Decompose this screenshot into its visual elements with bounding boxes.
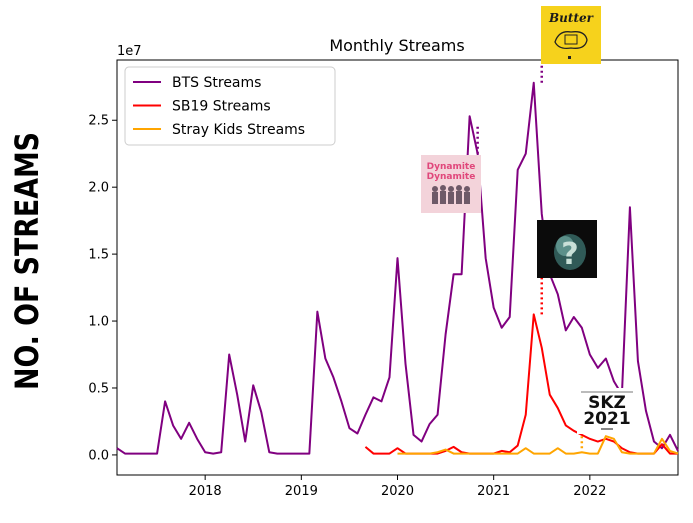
series-line bbox=[116, 81, 679, 455]
y-axis-label: NO. OF STREAMS bbox=[8, 132, 46, 390]
x-tick-label: 2019 bbox=[285, 484, 318, 499]
skz-album-year: 2021 bbox=[583, 409, 630, 429]
series-lines bbox=[116, 81, 679, 455]
y-axis-ticks: 0.0 0.5 1.0 1.5 2.0 2.5 bbox=[88, 114, 117, 463]
y-tick-label: 1.5 bbox=[88, 248, 109, 263]
skz2021-album-cover: SKZ 2021 bbox=[577, 388, 637, 434]
y-tick-label: 2.5 bbox=[88, 114, 109, 129]
butter-album-text: Butter bbox=[548, 11, 595, 25]
legend: BTS Streams SB19 Streams Stray Kids Stream… bbox=[124, 66, 336, 146]
x-tick-label: 2018 bbox=[189, 484, 222, 499]
legend-entry: Stray Kids Streams bbox=[172, 122, 305, 138]
x-axis-ticks: 2018 2019 2020 2021 2022 bbox=[189, 475, 606, 499]
dynamite-album-text: Dynamite bbox=[427, 172, 476, 182]
y-tick-label: 0.0 bbox=[88, 448, 109, 463]
chart-title: Monthly Streams bbox=[329, 36, 464, 55]
sb19-album-symbol: ? bbox=[561, 237, 578, 272]
x-tick-label: 2020 bbox=[381, 484, 414, 499]
legend-box bbox=[124, 66, 336, 146]
sb19-album-cover: ? bbox=[537, 220, 597, 278]
y-tick-label: 2.0 bbox=[88, 181, 109, 196]
series-line bbox=[397, 435, 679, 455]
x-tick-label: 2022 bbox=[573, 484, 606, 499]
skz-album-text: SKZ bbox=[588, 393, 626, 413]
y-tick-label: 1.0 bbox=[88, 315, 109, 330]
y-tick-label: 0.5 bbox=[88, 381, 109, 396]
legend-entry: BTS Streams bbox=[172, 75, 261, 91]
dynamite-album-cover: Dynamite Dynamite bbox=[421, 155, 481, 213]
y-offset-text: 1e7 bbox=[117, 44, 142, 59]
x-tick-label: 2021 bbox=[477, 484, 510, 499]
band-members-image bbox=[432, 185, 470, 204]
album-annotations bbox=[476, 64, 584, 449]
butter-album-cover: Butter bbox=[541, 6, 601, 64]
y-axis-label-text: NO. OF STREAMS bbox=[8, 132, 46, 390]
legend-entry: SB19 Streams bbox=[172, 99, 271, 115]
dynamite-album-text: Dynamite bbox=[427, 162, 476, 172]
butter-bandage-icon bbox=[554, 31, 588, 50]
